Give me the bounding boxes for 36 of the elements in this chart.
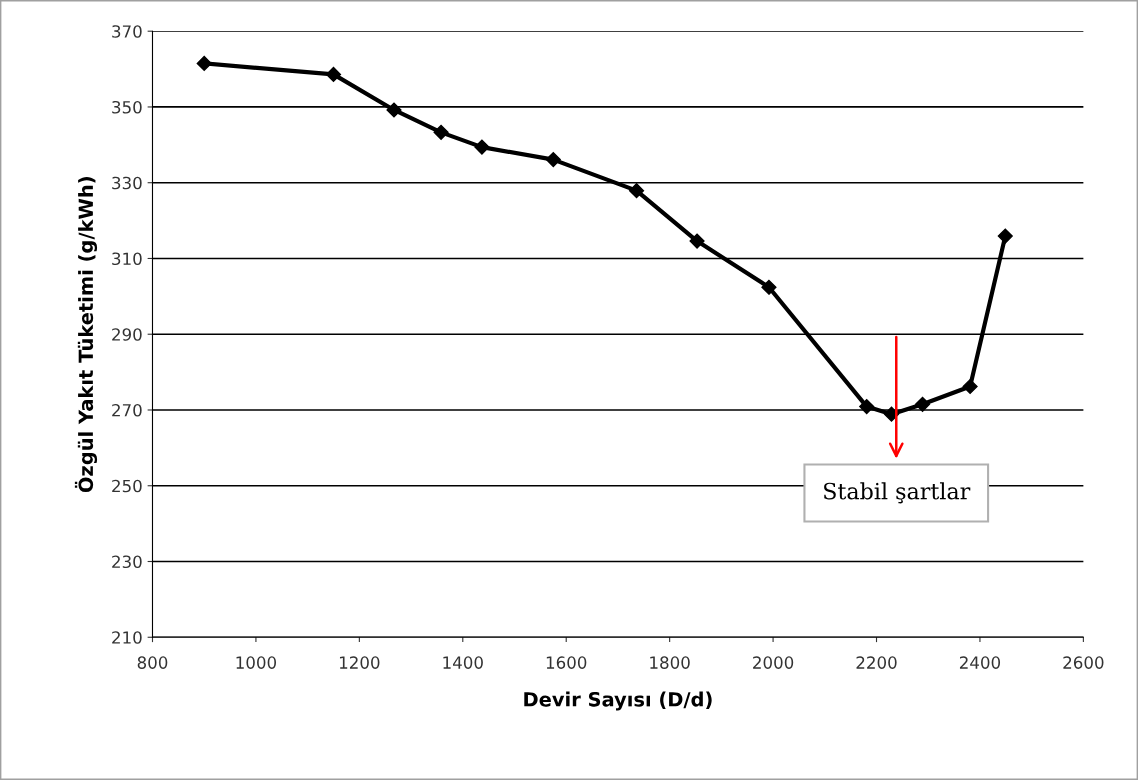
x-tick-label: 2000 xyxy=(753,656,794,669)
point xyxy=(761,279,777,295)
y-axis-title: Özgül Yakıt Tüketimi (g/kWh) xyxy=(74,177,98,493)
y-tick-label: 350 xyxy=(112,100,142,114)
y-tick-label: 330 xyxy=(112,176,142,190)
point xyxy=(883,406,900,422)
point xyxy=(474,139,490,155)
point xyxy=(914,396,931,412)
point xyxy=(859,399,875,415)
x-tick-label: 1800 xyxy=(650,656,690,669)
x-tick-label: 1000 xyxy=(236,656,277,669)
point xyxy=(196,55,212,71)
point xyxy=(997,228,1013,244)
x-tick-label: 2400 xyxy=(959,656,1001,669)
y-tick-label: 310 xyxy=(112,252,142,266)
x-tick-label: 1400 xyxy=(443,656,483,669)
y-tick-label: 370 xyxy=(112,25,142,38)
y-tick-label: 230 xyxy=(112,555,142,569)
point xyxy=(325,66,342,82)
y-tick-label: 210 xyxy=(112,631,142,644)
point xyxy=(386,102,402,118)
annotation: Stabil şartlar xyxy=(824,482,971,504)
x-tick-label: 2600 xyxy=(1063,656,1104,669)
point xyxy=(962,378,978,395)
y-tick-label: 270 xyxy=(112,403,142,417)
point xyxy=(628,183,645,199)
x-tick-label: 2200 xyxy=(856,656,897,669)
y-tick-label: 290 xyxy=(112,328,142,341)
point xyxy=(545,152,561,168)
point xyxy=(689,233,705,249)
x-tick-label: 800 xyxy=(137,656,168,669)
x-axis-title: Devir Sayısı (D/d) xyxy=(524,691,712,711)
x-tick-label: 1600 xyxy=(546,656,587,669)
y-tick-label: 250 xyxy=(112,479,142,493)
x-tick-label: 1200 xyxy=(339,656,380,669)
point xyxy=(433,124,449,140)
